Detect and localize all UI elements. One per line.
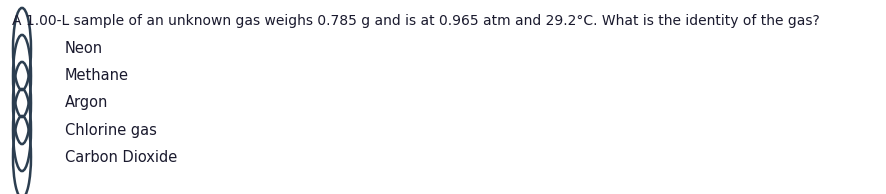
Text: Carbon Dioxide: Carbon Dioxide [65, 150, 177, 165]
Text: Methane: Methane [65, 68, 129, 83]
Text: A 1.00-L sample of an unknown gas weighs 0.785 g and is at 0.965 atm and 29.2°C.: A 1.00-L sample of an unknown gas weighs… [12, 14, 820, 28]
Text: Neon: Neon [65, 42, 103, 56]
Text: Argon: Argon [65, 95, 108, 111]
Text: Chlorine gas: Chlorine gas [65, 122, 157, 138]
